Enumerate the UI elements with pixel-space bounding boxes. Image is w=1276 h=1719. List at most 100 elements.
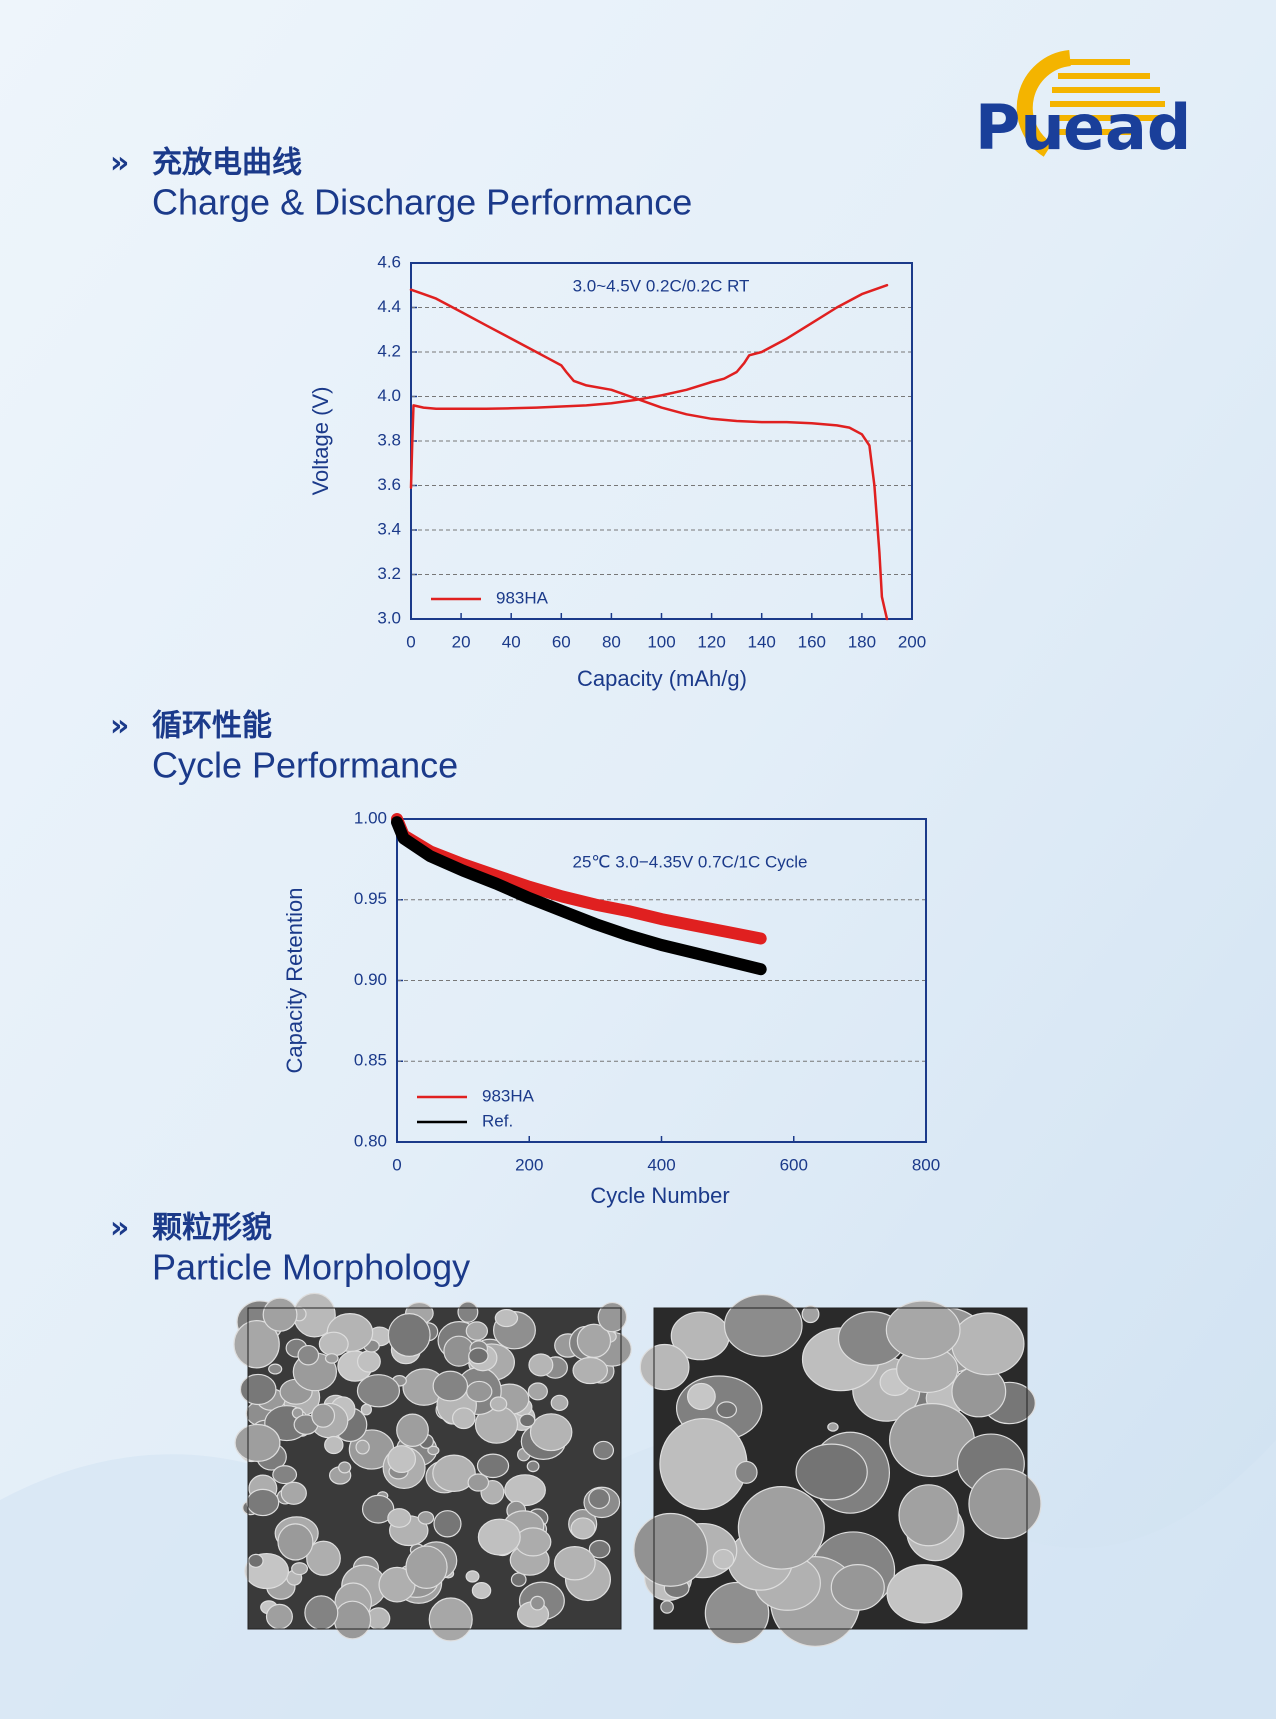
x-tick-label: 400 xyxy=(647,1155,675,1174)
legend-label: Ref. xyxy=(482,1111,513,1130)
sem-particle xyxy=(272,1465,298,1485)
x-tick-label: 60 xyxy=(552,632,571,651)
sem-particle xyxy=(553,1545,596,1581)
sem-particle xyxy=(387,1313,431,1357)
sem-particle xyxy=(570,1517,596,1540)
x-tick-label: 800 xyxy=(912,1155,940,1174)
sem-particle xyxy=(801,1305,820,1324)
y-tick-label: 3.4 xyxy=(377,519,401,538)
section-header: » 充放电曲线 Charge & Discharge Performance xyxy=(110,146,692,223)
sem-image xyxy=(633,1294,1042,1647)
chevron: » xyxy=(110,1211,129,1246)
sem-particle xyxy=(550,1394,569,1412)
sem-particle xyxy=(268,1363,283,1375)
x-tick-label: 200 xyxy=(898,632,926,651)
section-title-cn: 充放电曲线 xyxy=(152,146,302,181)
sem-particle xyxy=(795,1443,868,1501)
sem-particle xyxy=(396,1413,429,1447)
sem-particle xyxy=(247,1553,264,1568)
sem-particle xyxy=(704,1581,770,1645)
sem-particle xyxy=(466,1380,493,1403)
sem-particle xyxy=(387,1508,412,1528)
sem-particle xyxy=(827,1422,839,1432)
sem-particle xyxy=(477,1518,521,1556)
y-tick-label: 0.80 xyxy=(354,1131,387,1150)
sem-particle xyxy=(633,1512,708,1587)
y-tick-label: 3.8 xyxy=(377,430,401,449)
sem-particle xyxy=(527,1382,548,1401)
section-title-cn: 颗粒形貌 xyxy=(152,1211,272,1246)
sem-particle xyxy=(597,1301,628,1333)
sem-particle xyxy=(333,1600,372,1640)
sem-particle xyxy=(433,1510,462,1538)
sem-particle xyxy=(432,1454,476,1493)
sem-particle xyxy=(311,1403,336,1428)
sem-particle xyxy=(885,1300,961,1360)
sem-particle xyxy=(324,1353,339,1364)
sem-particle xyxy=(514,1527,552,1557)
y-tick-label: 3.6 xyxy=(377,475,401,494)
sem-particle xyxy=(723,1294,803,1357)
x-tick-label: 100 xyxy=(647,632,675,651)
plot-frame xyxy=(410,262,913,620)
sem-particle xyxy=(457,1301,479,1323)
sem-particle xyxy=(306,1540,341,1576)
sem-particle xyxy=(712,1548,735,1570)
plot-frame xyxy=(396,818,927,1143)
legend-label: 983HA xyxy=(496,588,549,607)
sem-particle xyxy=(476,1453,510,1479)
sem-particle xyxy=(686,1382,716,1411)
sem-particle xyxy=(338,1461,352,1474)
x-tick-label: 180 xyxy=(848,632,876,651)
sem-particle xyxy=(387,1445,417,1474)
y-tick-label: 1.00 xyxy=(354,808,387,827)
y-tick-label: 4.0 xyxy=(377,386,401,405)
sem-particle xyxy=(356,1374,401,1408)
sem-particle xyxy=(659,1417,748,1510)
sem-particle xyxy=(428,1597,473,1642)
sem-particle xyxy=(427,1445,440,1456)
sem-particle xyxy=(280,1481,307,1505)
sem-particle xyxy=(318,1331,349,1357)
y-tick-label: 0.95 xyxy=(354,889,387,908)
section-header: » 颗粒形貌 Particle Morphology xyxy=(110,1211,470,1288)
sem-particle xyxy=(356,1350,381,1373)
sem-particle xyxy=(830,1564,885,1611)
sem-particle xyxy=(468,1347,489,1365)
sem-particle xyxy=(297,1344,320,1366)
sem-particle xyxy=(898,1484,959,1547)
y-tick-label: 3.2 xyxy=(377,564,401,583)
series-line xyxy=(409,283,889,621)
sem-particle xyxy=(716,1401,738,1419)
sem-particle xyxy=(465,1570,480,1583)
sem-particle xyxy=(239,1373,277,1406)
sem-particle xyxy=(886,1564,963,1624)
x-axis-title: Cycle Number xyxy=(590,1183,729,1208)
sem-frame xyxy=(247,1307,622,1630)
section-header: » 循环性能 Cycle Performance xyxy=(110,709,458,786)
sem-particle xyxy=(304,1595,339,1631)
section-title-en: Particle Morphology xyxy=(152,1247,470,1288)
x-tick-label: 80 xyxy=(602,632,621,651)
sem-particle xyxy=(246,1488,280,1517)
sem-particle xyxy=(734,1460,758,1484)
logo-text: Pu xyxy=(975,91,1065,164)
sem-particle xyxy=(526,1460,540,1473)
sem-particle xyxy=(528,1353,554,1377)
x-tick-label: 20 xyxy=(452,632,471,651)
x-axis-title: Capacity (mAh/g) xyxy=(577,666,747,691)
sem-particle xyxy=(951,1312,1025,1376)
annotation: 25℃ 3.0−4.35V 0.7C/1C Cycle xyxy=(572,852,807,871)
logo-rays xyxy=(1050,59,1165,135)
sem-particle xyxy=(471,1582,492,1600)
x-tick-label: 600 xyxy=(780,1155,808,1174)
series-line xyxy=(391,816,767,976)
sem-particle xyxy=(588,1488,611,1510)
sem-particle xyxy=(265,1603,293,1630)
sem-particle xyxy=(494,1308,519,1328)
y-tick-label: 0.85 xyxy=(354,1051,387,1070)
legend-label: 983HA xyxy=(482,1086,535,1105)
y-tick-label: 0.90 xyxy=(354,970,387,989)
